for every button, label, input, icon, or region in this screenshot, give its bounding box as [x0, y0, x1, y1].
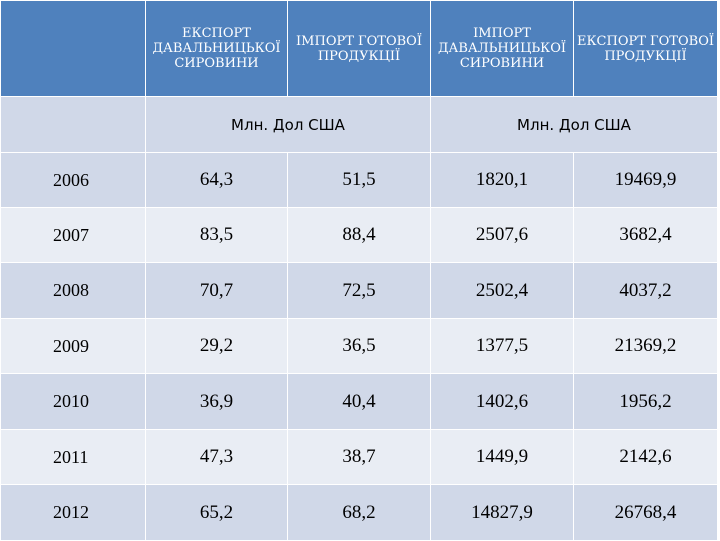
value-cell: 4037,2: [573, 262, 718, 319]
header-export-finished-products: ЕКСПОРТ ГОТОВОЇ ПРОДУКЦІЇ: [573, 0, 718, 97]
table-row: 2006 64,3 51,5 1820,1 19469,9: [0, 152, 718, 208]
value-cell: 70,7: [145, 262, 288, 319]
value-cell: 40,4: [287, 373, 431, 430]
value-cell: 2507,6: [430, 207, 574, 263]
value-cell: 14827,9: [430, 484, 574, 541]
unit-corner-cell: [0, 96, 146, 153]
year-cell: 2009: [0, 318, 146, 374]
table-row: 2010 36,9 40,4 1402,6 1956,2: [0, 373, 718, 430]
value-cell: 65,2: [145, 484, 288, 541]
value-cell: 64,3: [145, 152, 288, 208]
year-cell: 2007: [0, 207, 146, 263]
table-row: 2011 47,3 38,7 1449,9 2142,6: [0, 429, 718, 485]
value-cell: 47,3: [145, 429, 288, 485]
table-row: 2007 83,5 88,4 2507,6 3682,4: [0, 207, 718, 263]
value-cell: 1377,5: [430, 318, 574, 374]
value-cell: 3682,4: [573, 207, 718, 263]
table-row: 2009 29,2 36,5 1377,5 21369,2: [0, 318, 718, 374]
value-cell: 1820,1: [430, 152, 574, 208]
value-cell: 29,2: [145, 318, 288, 374]
value-cell: 36,9: [145, 373, 288, 430]
value-cell: 2502,4: [430, 262, 574, 319]
value-cell: 26768,4: [573, 484, 718, 541]
year-cell: 2010: [0, 373, 146, 430]
header-import-finished-products: ІМПОРТ ГОТОВОЇ ПРОДУКЦІЇ: [287, 0, 431, 97]
table-row: 2008 70,7 72,5 2502,4 4037,2: [0, 262, 718, 319]
year-cell: 2008: [0, 262, 146, 319]
unit-label-left: Млн. Дол США: [145, 96, 431, 153]
value-cell: 83,5: [145, 207, 288, 263]
year-cell: 2006: [0, 152, 146, 208]
value-cell: 2142,6: [573, 429, 718, 485]
header-export-raw-materials: ЕКСПОРТ ДАВАЛЬНИЦЬКОЇ СИРОВИНИ: [145, 0, 288, 97]
value-cell: 1956,2: [573, 373, 718, 430]
value-cell: 68,2: [287, 484, 431, 541]
value-cell: 36,5: [287, 318, 431, 374]
value-cell: 72,5: [287, 262, 431, 319]
value-cell: 51,5: [287, 152, 431, 208]
value-cell: 1449,9: [430, 429, 574, 485]
value-cell: 19469,9: [573, 152, 718, 208]
value-cell: 88,4: [287, 207, 431, 263]
header-import-raw-materials: ІМПОРТ ДАВАЛЬНИЦЬКОЇ СИРОВИНИ: [430, 0, 574, 97]
value-cell: 1402,6: [430, 373, 574, 430]
year-cell: 2011: [0, 429, 146, 485]
header-corner-cell: [0, 0, 146, 97]
value-cell: 38,7: [287, 429, 431, 485]
year-cell: 2012: [0, 484, 146, 541]
header-row: ЕКСПОРТ ДАВАЛЬНИЦЬКОЇ СИРОВИНИ ІМПОРТ ГО…: [0, 0, 718, 97]
unit-row: Млн. Дол США Млн. Дол США: [0, 96, 718, 153]
table-row: 2012 65,2 68,2 14827,9 26768,4: [0, 484, 718, 541]
value-cell: 21369,2: [573, 318, 718, 374]
unit-label-right: Млн. Дол США: [430, 96, 718, 153]
